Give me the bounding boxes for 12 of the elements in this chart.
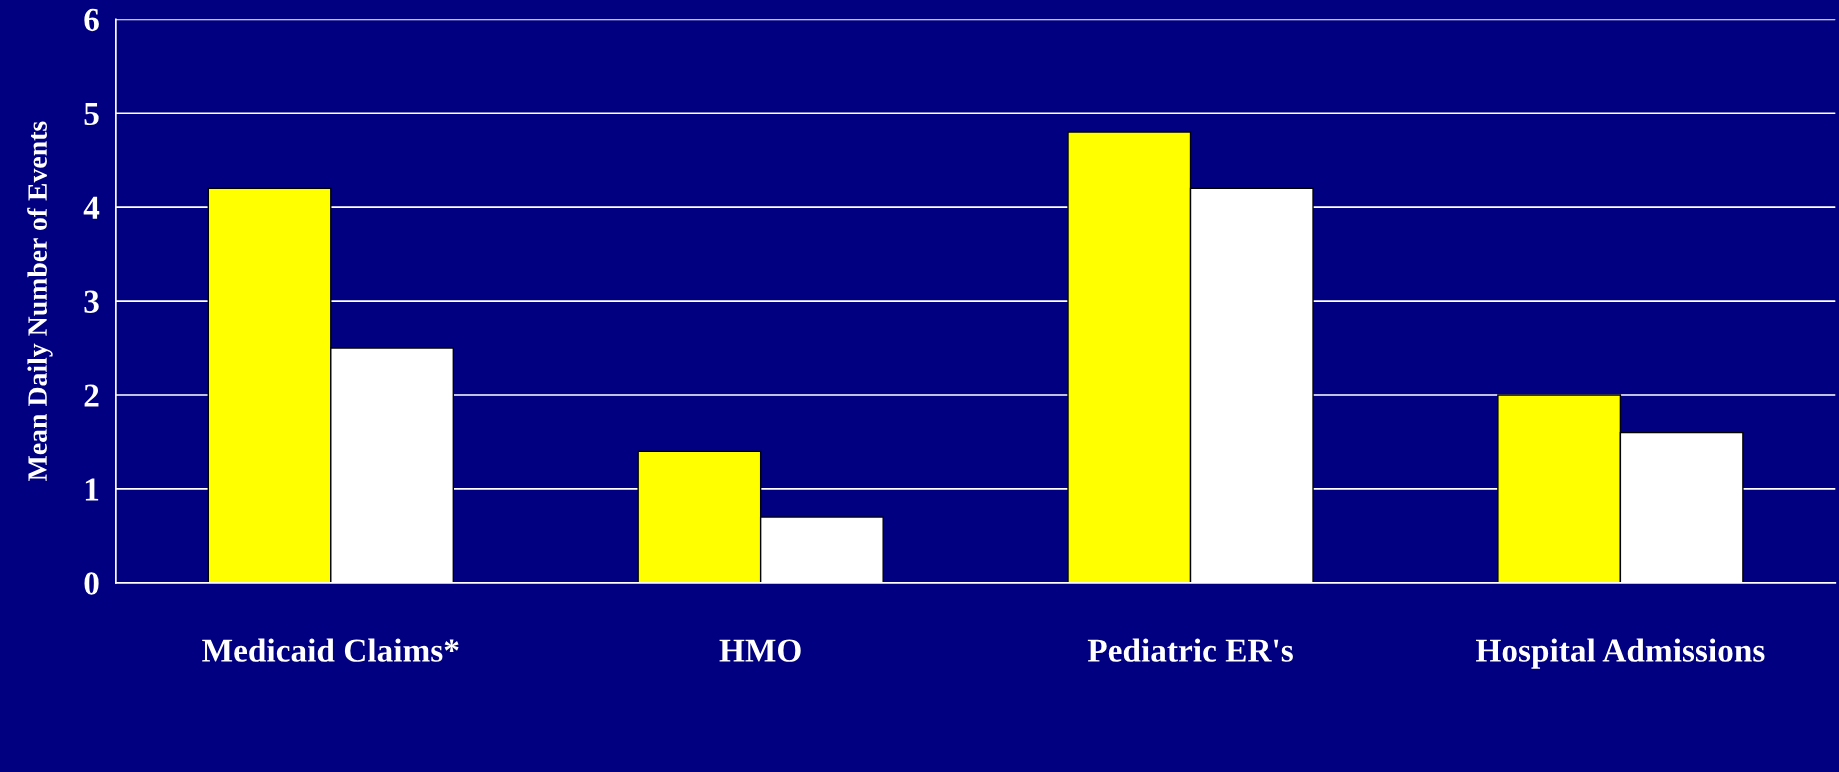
y-tick-label: 2 [84,384,99,407]
x-tick-label: Medicaid Claims* [202,638,459,662]
y-tick-label: 5 [84,102,99,126]
x-tick-label: HMO [719,639,801,662]
x-tick-label: Pediatric ER's [1087,638,1293,662]
y-tick-label: 3 [84,290,99,313]
y-tick-label: 4 [83,196,100,219]
y-axis-title: Mean Daily Number of Events [27,121,53,481]
y-tick-label: 1 [85,478,99,501]
y-tick-label: 0 [84,572,99,595]
y-tick-label: 6 [84,8,99,32]
x-tick-label: Hospital Admissions [1476,638,1765,669]
